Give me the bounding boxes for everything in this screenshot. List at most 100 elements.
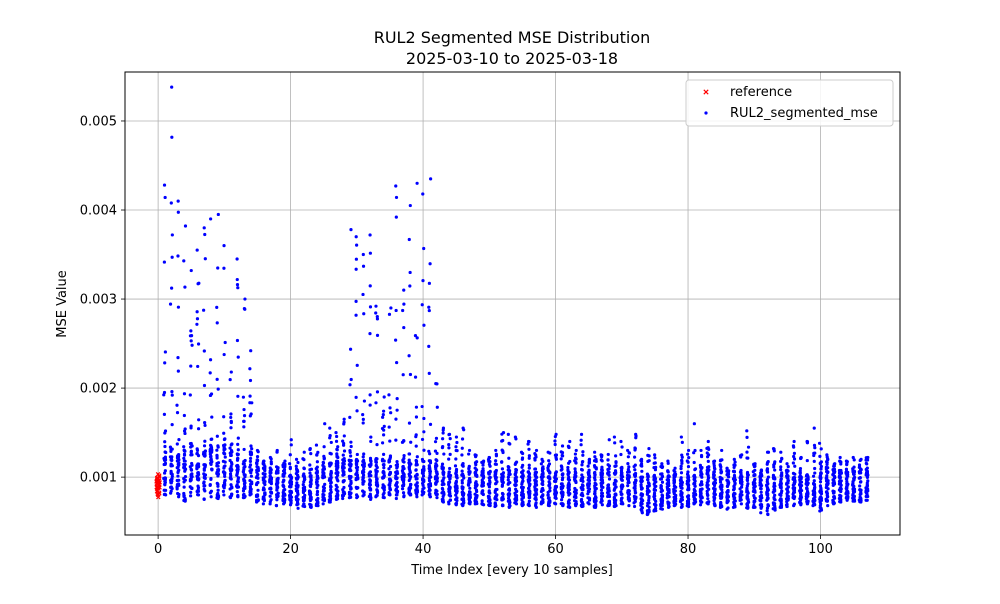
mse-point xyxy=(739,502,743,506)
mse-point xyxy=(255,475,259,479)
mse-point xyxy=(593,492,597,496)
mse-point xyxy=(427,344,431,348)
mse-point xyxy=(440,486,444,491)
mse-point xyxy=(772,484,776,489)
mse-point xyxy=(361,455,365,459)
mse-point xyxy=(706,439,710,444)
mse-point xyxy=(241,462,245,466)
mse-point xyxy=(388,406,392,410)
mse-point xyxy=(692,422,696,426)
mse-point xyxy=(288,467,292,471)
mse-point xyxy=(395,360,399,365)
mse-point xyxy=(203,463,207,467)
mse-point xyxy=(421,279,425,283)
mse-point xyxy=(634,432,638,436)
mse-point xyxy=(640,508,644,512)
mse-point xyxy=(209,392,214,396)
mse-point xyxy=(817,441,822,445)
mse-point xyxy=(216,488,220,492)
mse-point xyxy=(819,498,824,502)
mse-point xyxy=(448,466,452,471)
mse-point xyxy=(785,494,790,498)
mse-point xyxy=(394,308,398,313)
mse-point xyxy=(653,456,657,460)
mse-point xyxy=(725,466,729,470)
mse-point xyxy=(182,413,186,418)
mse-point xyxy=(394,195,399,200)
mse-point xyxy=(249,349,253,353)
x-tick-label: 40 xyxy=(415,542,432,557)
mse-point xyxy=(315,474,320,478)
mse-point xyxy=(441,478,445,482)
mse-point xyxy=(858,488,863,492)
mse-point xyxy=(375,491,380,495)
mse-point xyxy=(255,459,260,463)
mse-point xyxy=(442,452,446,456)
mse-point xyxy=(195,466,199,470)
mse-point xyxy=(533,467,538,471)
mse-point xyxy=(785,474,789,478)
mse-point xyxy=(679,467,683,471)
mse-point xyxy=(786,469,790,473)
mse-point xyxy=(229,412,233,416)
mse-point xyxy=(626,477,630,481)
mse-point xyxy=(296,460,300,465)
mse-point xyxy=(540,494,544,498)
mse-point xyxy=(448,437,452,441)
mse-point xyxy=(568,439,572,444)
mse-point xyxy=(473,453,477,457)
y-axis-label: MSE Value xyxy=(55,270,70,338)
mse-point xyxy=(428,488,432,492)
mse-point xyxy=(163,440,167,444)
mse-point xyxy=(309,452,313,456)
mse-point xyxy=(460,485,464,489)
mse-point xyxy=(389,306,393,310)
reference-series xyxy=(154,471,162,500)
mse-point xyxy=(422,246,426,251)
mse-point xyxy=(541,482,545,487)
mse-point xyxy=(168,445,173,449)
mse-point xyxy=(548,489,552,493)
mse-point xyxy=(296,506,300,510)
mse-point xyxy=(202,226,206,230)
mse-point xyxy=(454,470,458,474)
mse-point xyxy=(580,473,584,477)
mse-point xyxy=(866,455,870,460)
mse-point xyxy=(170,286,174,290)
mse-point xyxy=(455,489,459,493)
mse-point xyxy=(647,505,651,509)
mse-point xyxy=(779,497,783,501)
mse-point xyxy=(261,502,265,506)
mse-point xyxy=(546,475,550,480)
mse-point xyxy=(402,302,406,306)
mse-point xyxy=(223,474,227,478)
mse-point xyxy=(242,414,247,418)
mse-point xyxy=(395,466,399,470)
mse-point xyxy=(369,459,373,463)
mse-point xyxy=(222,352,226,357)
mse-point xyxy=(170,390,174,394)
mse-point xyxy=(329,485,333,489)
mse-point xyxy=(798,489,802,493)
mse-point xyxy=(176,369,180,373)
mse-point xyxy=(195,248,199,252)
mse-point xyxy=(361,413,365,417)
mse-point xyxy=(785,499,789,504)
mse-point xyxy=(394,338,398,342)
mse-point xyxy=(799,480,804,484)
mse-point xyxy=(455,496,459,500)
mse-point xyxy=(792,457,797,461)
mse-point xyxy=(660,499,665,503)
mse-point xyxy=(223,479,227,483)
mse-point xyxy=(460,481,464,485)
mse-point xyxy=(229,370,233,374)
mse-point xyxy=(408,372,413,377)
mse-point xyxy=(414,474,418,478)
mse-point xyxy=(262,466,266,470)
mse-point xyxy=(487,459,491,463)
mse-point xyxy=(196,493,200,497)
mse-point xyxy=(230,492,234,496)
mse-point xyxy=(308,483,313,487)
mse-point xyxy=(758,486,763,491)
mse-point xyxy=(573,452,578,456)
